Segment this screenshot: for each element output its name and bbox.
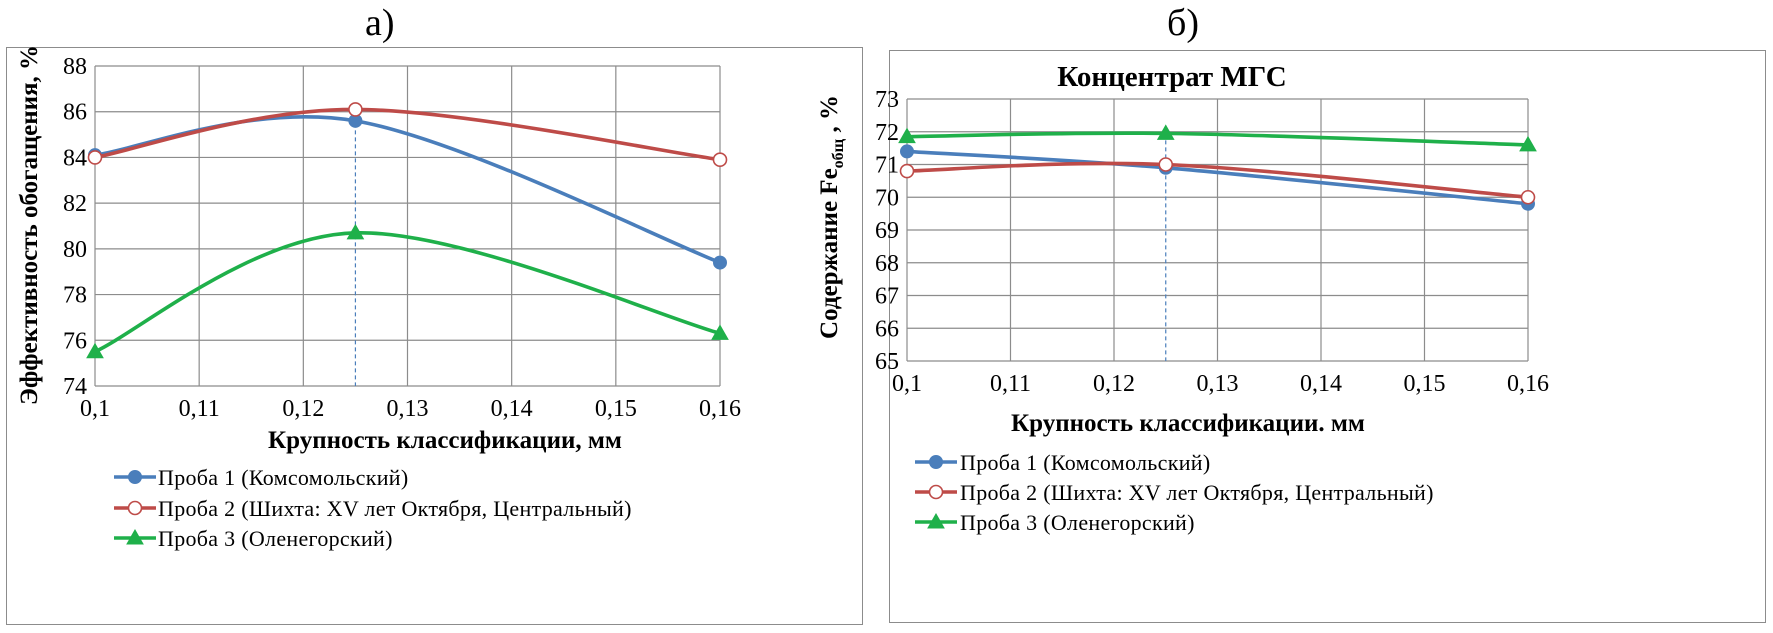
x-axis-title: Крупность классификации. мм <box>1011 410 1365 437</box>
series-3-line <box>905 131 1530 147</box>
x-tick-label: 0,13 <box>387 396 429 422</box>
series-1-point <box>900 144 914 159</box>
legend-marker-2 <box>127 500 143 516</box>
y-tick-label: 69 <box>875 218 899 244</box>
legend-marker-1 <box>128 470 142 484</box>
series-3-point <box>898 127 916 144</box>
series-2-line <box>905 161 1530 200</box>
series-3-point <box>346 223 365 240</box>
legend-marker-1 <box>929 455 943 469</box>
y-axis-title: Эффективность обогащения, % <box>16 45 43 405</box>
legend-label-3: Проба 3 (Оленегорский) <box>158 526 393 551</box>
legend-label-2: Проба 2 (Шихта: XV лет Октября, Централь… <box>158 496 632 521</box>
y-tick-label: 66 <box>875 316 899 342</box>
y-tick-label: 71 <box>875 153 899 179</box>
y-tick-label: 84 <box>63 145 87 171</box>
chart-panel-b <box>889 50 1766 623</box>
panel-label-b: б) <box>1167 2 1199 44</box>
legend-marker-3 <box>927 512 945 529</box>
y-tick-label: 72 <box>875 120 899 146</box>
series-2-point <box>1158 157 1174 172</box>
series-3-point <box>1156 124 1175 140</box>
x-tick-label: 0,14 <box>1300 371 1342 397</box>
legend-marker-3 <box>126 528 144 545</box>
x-tick-label: 0,14 <box>491 396 533 422</box>
x-tick-label: 0,11 <box>990 371 1031 397</box>
y-tick-label: 78 <box>63 283 87 309</box>
series-2-line <box>93 107 722 162</box>
series-3-point <box>711 324 729 340</box>
series-3-point <box>86 342 104 359</box>
x-tick-label: 0,15 <box>1404 371 1446 397</box>
series-3-point <box>1519 135 1537 152</box>
y-tick-label: 80 <box>63 237 87 263</box>
series-2-point <box>899 163 915 179</box>
y-tick-label: 68 <box>875 251 899 277</box>
x-tick-label: 0,11 <box>179 396 220 422</box>
x-tick-label: 0,12 <box>282 396 324 422</box>
y-tick-label: 67 <box>875 284 899 310</box>
x-axis-title: Крупность классификации, мм <box>268 427 622 454</box>
series-2-point <box>712 152 728 168</box>
legend-marker-2 <box>928 484 944 500</box>
series-1-point <box>713 255 727 270</box>
x-tick-label: 0,13 <box>1197 371 1239 397</box>
y-tick-label: 65 <box>875 349 899 375</box>
y-axis-title-main: Содержание Fe <box>816 168 843 339</box>
chart-title: Концентрат МГС <box>1057 61 1286 93</box>
y-tick-label: 88 <box>63 54 87 80</box>
y-tick-label: 74 <box>63 374 87 400</box>
series-2-point <box>348 102 363 117</box>
y-axis-title-unit: , % <box>816 95 843 139</box>
y-tick-label: 76 <box>63 328 87 354</box>
legend-label-2: Проба 2 (Шихта: XV лет Октября, Централь… <box>960 480 1434 505</box>
x-tick-label: 0,12 <box>1093 371 1135 397</box>
x-tick-label: 0,1 <box>80 396 110 422</box>
y-tick-label: 86 <box>63 100 87 126</box>
x-tick-label: 0,16 <box>1507 371 1549 397</box>
legend-label-1: Проба 1 (Комсомольский) <box>158 465 408 490</box>
chart-panel-a <box>6 47 863 625</box>
series-2-point <box>1520 189 1536 205</box>
series-2-point <box>87 150 103 165</box>
x-tick-label: 0,16 <box>699 396 741 422</box>
x-tick-label: 0,1 <box>892 371 922 397</box>
panel-label-a: а) <box>365 2 395 44</box>
legend-label-1: Проба 1 (Комсомольский) <box>960 450 1210 475</box>
y-tick-label: 82 <box>63 191 87 217</box>
y-tick-label: 73 <box>875 87 899 113</box>
legend-label-3: Проба 3 (Оленегорский) <box>960 510 1195 535</box>
x-tick-label: 0,15 <box>595 396 637 422</box>
y-axis-title-subscript: общ <box>830 138 847 168</box>
series-1-line <box>905 149 1530 206</box>
y-axis-title: Содержание Feобщ , % <box>816 95 847 339</box>
y-tick-label: 70 <box>875 185 899 211</box>
